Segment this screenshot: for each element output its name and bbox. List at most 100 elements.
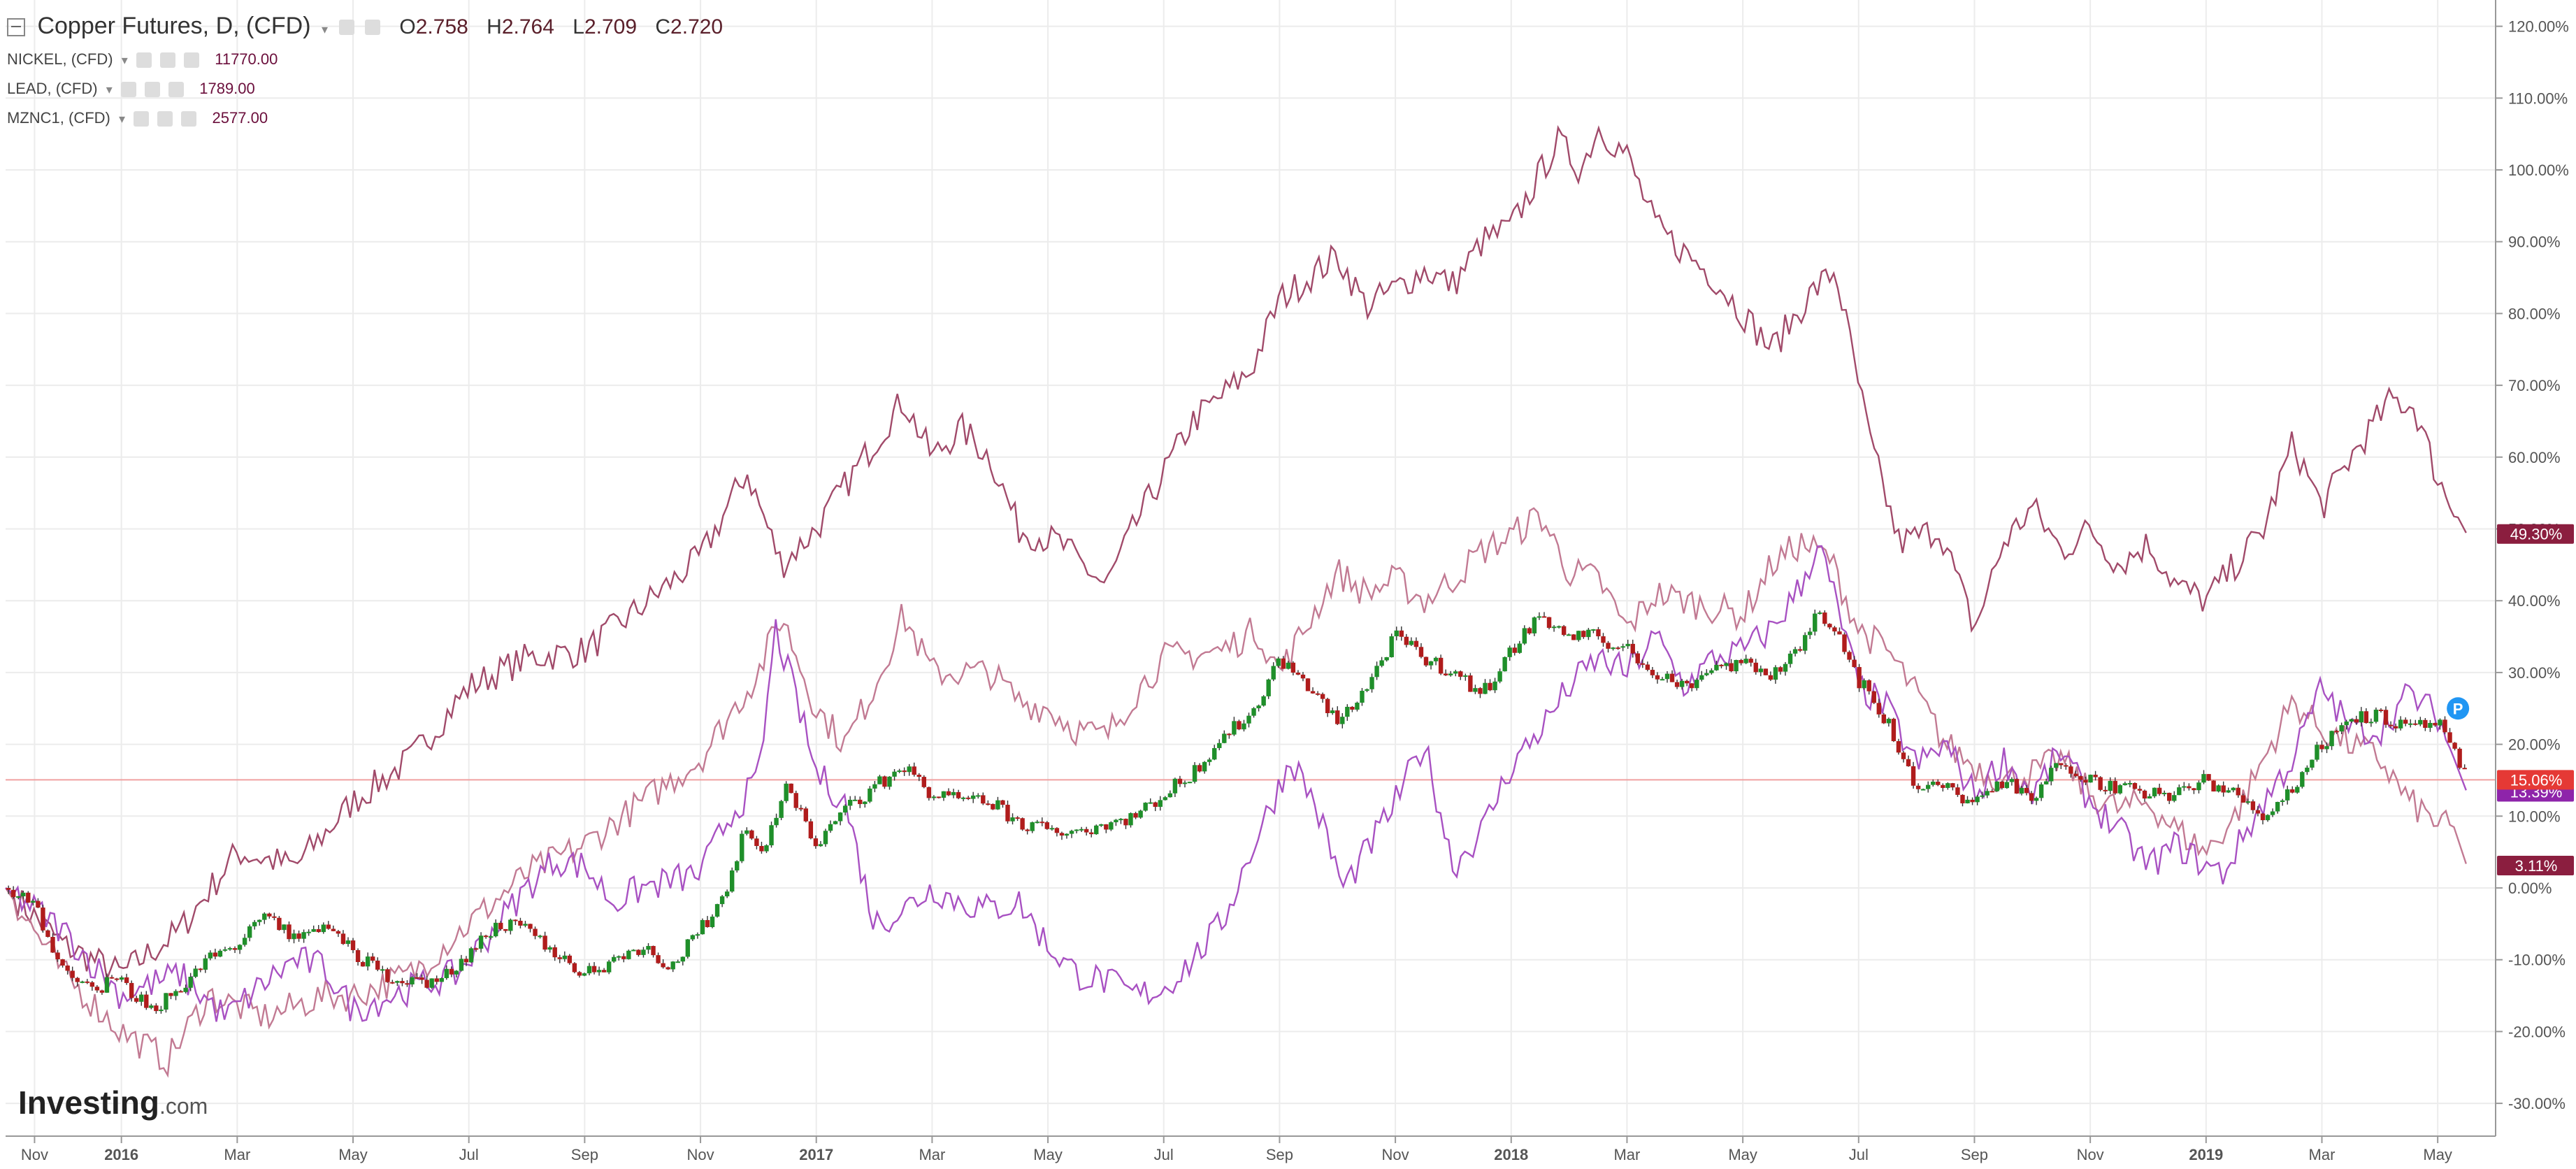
candle-body (2147, 796, 2152, 799)
candle-body (1433, 657, 1439, 661)
candle-body (1182, 782, 1188, 784)
gear-icon[interactable] (159, 52, 175, 69)
p-marker[interactable]: P (2447, 697, 2470, 720)
candle-body (931, 796, 937, 798)
candle-body (183, 987, 188, 992)
candle-body (257, 919, 262, 922)
candle-body (508, 919, 513, 931)
candle-body (242, 938, 247, 945)
candle-body (1379, 660, 1384, 666)
candle-body (1758, 668, 1763, 673)
chevron-down-icon[interactable]: ▾ (119, 112, 126, 126)
gear-icon[interactable] (144, 82, 160, 98)
low-value: 2.709 (584, 15, 638, 38)
p-marker-circle (2447, 697, 2470, 720)
candle-body (2064, 765, 2068, 767)
candle-body (833, 821, 838, 824)
candle-body (1778, 667, 1783, 672)
value-badge (2497, 856, 2574, 876)
close-label: C (655, 15, 671, 38)
gear-icon[interactable] (157, 111, 173, 127)
candle-body (547, 947, 552, 950)
candle-body (203, 958, 208, 970)
candle-body (1586, 629, 1591, 638)
eye-icon[interactable] (338, 20, 354, 36)
candle-body (823, 831, 828, 845)
candle-body (1753, 662, 1758, 673)
eye-icon[interactable] (120, 82, 136, 98)
candle-body (1290, 662, 1296, 673)
close-icon[interactable] (168, 82, 185, 98)
nickel-name[interactable]: NICKEL, (CFD) (7, 50, 113, 68)
candle-body (262, 913, 267, 920)
candle-body (1773, 667, 1778, 680)
close-icon[interactable] (181, 111, 197, 127)
candle-body (1468, 675, 1473, 692)
chevron-down-icon[interactable]: ▾ (121, 53, 128, 67)
candle-body (685, 939, 691, 957)
chevron-down-icon[interactable]: ▾ (106, 83, 113, 96)
candle-body (149, 1005, 154, 1008)
x-axis[interactable]: Nov 2016 Mar May Jul Sep Nov 2017 Mar May Jul Sep No… (6, 1135, 2496, 1163)
candle-body (2240, 795, 2246, 803)
candle-body (2462, 768, 2467, 770)
y-tick-label: -20.00% (2508, 1023, 2566, 1040)
candle-body (956, 791, 961, 798)
candle-body (1079, 829, 1084, 831)
close-icon[interactable] (184, 52, 200, 69)
candle-body (1901, 752, 1906, 759)
candle-body (2349, 719, 2354, 722)
candle-body (1911, 766, 1916, 786)
candle-body (26, 892, 31, 903)
candle-body (2073, 773, 2078, 777)
candle-body (1463, 675, 1468, 677)
candle-body (1616, 647, 1620, 650)
chevron-down-icon[interactable]: ▾ (322, 22, 329, 36)
candle-body (1099, 824, 1104, 826)
candle-body (1684, 680, 1690, 684)
lead-name[interactable]: LEAD, (CFD) (7, 80, 98, 97)
candle-body (1950, 783, 1955, 788)
main-series-title[interactable]: Copper Futures, D, (CFD) (37, 13, 311, 39)
candle-body (2447, 732, 2452, 743)
candle-body (1232, 721, 1237, 735)
candle-body (1724, 663, 1729, 666)
candle-body (646, 946, 651, 950)
candle-body (45, 930, 50, 938)
candle-body (6, 888, 11, 890)
series-layer (5, 124, 2467, 1078)
candle-body (1320, 694, 1325, 699)
candle-body (606, 961, 612, 973)
y-axis[interactable]: 120.00% 110.00% 100.00% 90.00% 80.00% 70.00% 6… (2495, 0, 2569, 1136)
candle-body (2442, 719, 2447, 733)
x-tick-label: 2019 (2189, 1146, 2223, 1163)
candle-body (1123, 819, 1128, 826)
candle-body (887, 776, 892, 787)
candle-body (1527, 628, 1532, 633)
candle-body (591, 966, 597, 973)
candle-body (277, 917, 282, 931)
candle-body (2329, 731, 2334, 747)
candle-body (1005, 805, 1010, 822)
candle-body (1497, 671, 1502, 682)
candle-body (2300, 772, 2305, 787)
gear-icon[interactable] (364, 20, 380, 36)
candle-body (247, 926, 252, 938)
candle-body (1975, 796, 1980, 803)
zinc-name[interactable]: MZNC1, (CFD) (7, 109, 110, 127)
candle-body (488, 936, 494, 938)
candle-body (695, 934, 700, 936)
candle-body (85, 981, 90, 983)
candle-body (2403, 719, 2408, 724)
high-value: 2.764 (501, 15, 554, 38)
candle-body (764, 845, 769, 852)
candle-body (2083, 780, 2088, 783)
candle-body (1143, 803, 1148, 811)
candle-body (104, 977, 110, 993)
minus-box-icon[interactable] (7, 18, 25, 37)
eye-icon[interactable] (136, 52, 152, 69)
candle-body (2354, 719, 2359, 723)
candle-body (2255, 810, 2261, 814)
eye-icon[interactable] (134, 111, 150, 127)
